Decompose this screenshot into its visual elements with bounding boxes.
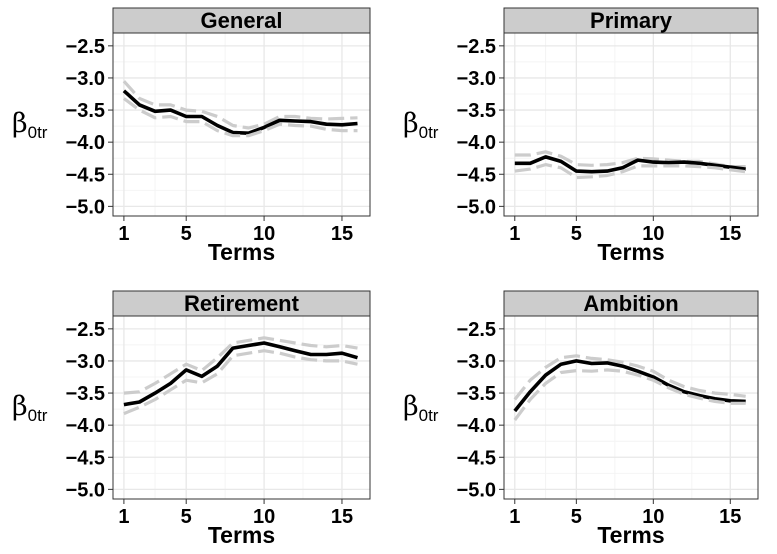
- y-tick-label: −4.5: [457, 164, 496, 186]
- x-tick-label: 5: [181, 506, 192, 528]
- panel-title: Ambition: [583, 291, 678, 316]
- y-axis-title-subscript: 0tr: [419, 406, 439, 425]
- x-tick-label: 1: [118, 506, 129, 528]
- plot-area: [113, 316, 370, 499]
- y-tick-label: −3.5: [457, 383, 496, 405]
- ci-lower-line: [123, 349, 358, 416]
- x-tick-label: 15: [719, 506, 741, 528]
- y-axis-title: β0tr: [12, 391, 48, 425]
- y-axis-title-subscript: 0tr: [28, 406, 48, 425]
- y-axis-title: β0tr: [403, 391, 439, 425]
- panel-border: [112, 315, 371, 500]
- ci-upper-line: [513, 354, 746, 401]
- y-tick-label: −2.5: [457, 36, 496, 58]
- y-tick-label: −3.0: [457, 351, 496, 373]
- strip-background: [112, 290, 371, 317]
- x-tick-label: 1: [118, 223, 129, 245]
- strip-background: [503, 290, 759, 317]
- panel-retirement: Retirement−2.5−3.0−3.5−4.0−4.5−5.01 5 10 15…: [12, 290, 371, 548]
- y-tick-label: −3.0: [66, 351, 105, 373]
- panel-title: Retirement: [184, 291, 300, 316]
- y-tick-label: −4.0: [457, 415, 496, 437]
- y-tick-label: −4.0: [66, 132, 105, 154]
- y-tick-label: −5.0: [457, 196, 496, 218]
- x-tick-label: 10: [642, 506, 664, 528]
- ci-upper-line: [514, 150, 746, 169]
- y-axis-title: β0tr: [12, 108, 48, 142]
- x-tick-label: 5: [571, 223, 582, 245]
- panel-border: [503, 32, 759, 217]
- panel-general: General−2.5−3.0−3.5−4.0−4.5−5.01 5 10 15Ter…: [12, 7, 371, 265]
- y-tick-label: −5.0: [66, 196, 105, 218]
- panel-primary: Primary−2.5−3.0−3.5−4.0−4.5−5.01 5 10 15Ter…: [403, 7, 759, 265]
- y-axis-title-symbol: β: [403, 108, 419, 139]
- y-tick-label: −4.5: [66, 164, 105, 186]
- strip-background: [112, 7, 371, 34]
- y-tick-label: −3.0: [457, 68, 496, 90]
- panel-border: [503, 315, 759, 500]
- ci-lower-line: [514, 163, 746, 180]
- y-tick-label: −2.5: [66, 319, 105, 341]
- x-tick-label: 5: [571, 506, 582, 528]
- ci-upper-line: [122, 80, 358, 130]
- y-tick-label: −3.5: [66, 100, 105, 122]
- y-axis-title-symbol: β: [12, 108, 28, 139]
- x-tick-label: 15: [331, 223, 353, 245]
- y-tick-label: −2.5: [457, 319, 496, 341]
- y-tick-label: −3.5: [66, 383, 105, 405]
- y-axis-title-subscript: 0tr: [28, 123, 48, 142]
- x-tick-label: 1: [509, 223, 520, 245]
- x-tick-label: 5: [181, 223, 192, 245]
- estimate-line: [122, 89, 358, 135]
- ci-lower-line: [513, 368, 746, 421]
- x-axis-title: Terms: [597, 239, 664, 265]
- estimate-line: [123, 341, 359, 407]
- y-tick-label: −4.5: [457, 447, 496, 469]
- y-tick-label: −4.0: [66, 415, 105, 437]
- y-axis-title-subscript: 0tr: [419, 123, 439, 142]
- y-tick-label: −5.0: [66, 479, 105, 501]
- x-tick-label: 10: [253, 506, 275, 528]
- estimate-line: [514, 155, 746, 174]
- x-axis-title: Terms: [208, 522, 275, 548]
- y-axis-title: β0tr: [403, 108, 439, 142]
- x-tick-label: 15: [719, 223, 741, 245]
- x-tick-label: 1: [509, 506, 520, 528]
- x-tick-label: 15: [331, 506, 353, 528]
- panel-border: [112, 32, 371, 217]
- y-tick-label: −3.5: [457, 100, 496, 122]
- x-tick-label: 10: [642, 223, 664, 245]
- panel-title: Primary: [590, 8, 673, 33]
- y-tick-label: −2.5: [66, 36, 105, 58]
- estimate-line: [513, 359, 746, 413]
- x-axis-title: Terms: [597, 522, 664, 548]
- plot-area: [504, 316, 758, 499]
- ci-upper-line: [123, 336, 358, 395]
- panel-title: General: [201, 8, 283, 33]
- ci-lower-line: [122, 97, 358, 138]
- y-axis-title-symbol: β: [12, 391, 28, 422]
- y-tick-label: −4.5: [66, 447, 105, 469]
- panel-ambition: Ambition−2.5−3.0−3.5−4.0−4.5−5.01 5 10 15Te…: [403, 290, 759, 548]
- y-tick-label: −3.0: [66, 68, 105, 90]
- y-axis-title-symbol: β: [403, 391, 419, 422]
- x-axis-title: Terms: [208, 239, 275, 265]
- x-tick-label: 10: [253, 223, 275, 245]
- y-tick-label: −4.0: [457, 132, 496, 154]
- plot-area: [504, 33, 758, 216]
- y-tick-label: −5.0: [457, 479, 496, 501]
